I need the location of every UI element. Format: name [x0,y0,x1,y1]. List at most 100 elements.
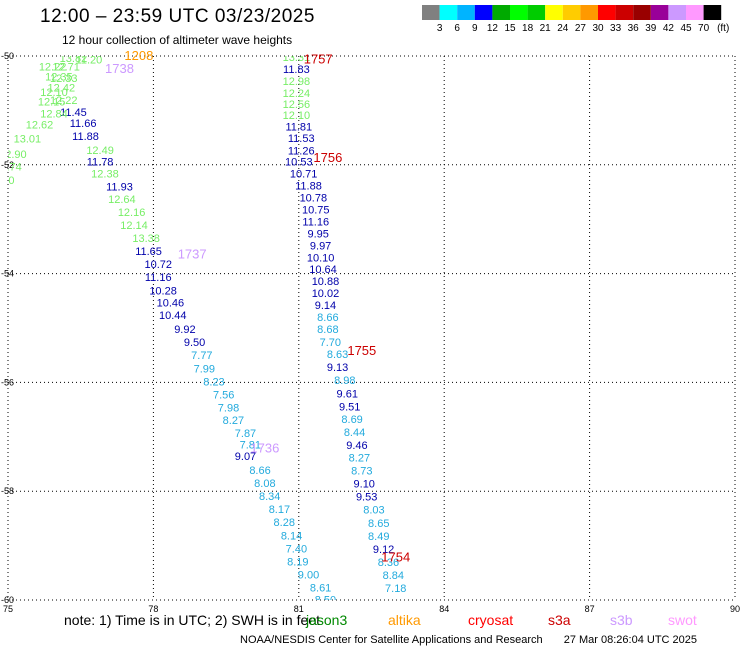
wave-height-value: 8.63 [327,349,348,361]
wave-height-value: 8.49 [368,531,389,543]
wave-height-value: 11.20 [76,54,103,66]
wave-height-value: 11.53 [288,133,315,145]
wave-height-value: 9.61 [337,388,358,400]
wave-height-value: 10.64 [309,264,337,276]
wave-height-value: 8.08 [254,478,275,490]
pass-time-label: 1736 [250,441,279,456]
wave-height-value: 13.01 [14,134,42,146]
footer-agency: NOAA/NESDIS Center for Satellite Applica… [240,634,543,646]
color-scale-label: 3 [437,23,443,34]
wave-height-value: 8.66 [249,465,270,477]
y-tick-label: -58 [1,486,14,496]
wave-height-value: 10.72 [144,259,172,271]
wave-height-value: 12.14 [120,220,148,232]
wave-height-value: 8.36 [378,557,399,569]
wave-height-value: 9.13 [327,362,348,374]
wave-height-value: 7.40 [286,543,307,555]
footer-note: note: 1) Time is in UTC; 2) SWH is in fe… [64,612,320,628]
y-tick-label: -60 [1,595,14,605]
color-swatch [580,5,598,20]
wave-height-value: 9.10 [354,479,375,491]
wave-height-value: 8.98 [334,375,355,387]
wave-height-value: 10.44 [159,310,187,322]
wave-height-value: 12.22 [39,61,67,73]
wave-height-value: 12.56 [283,99,311,111]
wave-height-value: 8.27 [349,452,370,464]
color-scale-label: 24 [557,23,569,34]
wave-height-value: 11.66 [70,118,97,130]
wave-height-value: 13.31 [283,52,311,64]
wave-height-value: 12.42 [48,83,76,95]
wave-height-value: 11.16 [145,272,172,284]
x-tick-label: 81 [294,604,304,614]
wave-height-value: 8.19 [287,556,308,568]
color-swatch [527,5,546,20]
wave-height-value: 12.10 [40,87,68,99]
color-scale-label: 45 [680,23,692,34]
pass-time-label: 1755 [347,343,376,358]
wave-height-value: 12.49 [86,145,114,157]
wave-height-value: 11.78 [87,157,114,169]
color-scale-bar: 3 6 9 12 15 18 21 24 27 30 33 36 39 42 45 70 (ft) [422,5,729,34]
wave-height-value: 8.17 [269,504,290,516]
wave-height-value: 12.38 [91,169,119,181]
color-swatch [703,5,722,20]
color-scale-label: 21 [540,23,552,34]
color-swatch [615,5,634,20]
legend-item-altika: altika [388,612,421,628]
color-swatch [422,5,440,20]
wave-height-value: 12.98 [283,76,311,88]
color-scale-label: 42 [663,23,675,34]
wave-height-value: 12.64 [108,194,136,206]
x-tick-label: 87 [585,604,595,614]
wave-height-value: 7.56 [213,389,234,401]
wave-height-value: 7.87 [235,428,256,440]
color-scale-label: 9 [472,23,478,34]
wave-height-value: 10.78 [300,192,328,204]
pass-time-label: 1757 [304,52,333,67]
color-scale-label: 39 [645,23,657,34]
color-scale-label: 6 [454,23,460,34]
wave-height-value: 10.88 [312,276,340,288]
wave-height-value: 8.66 [317,312,338,324]
color-scale-label: 70 [698,23,710,34]
color-swatch [474,5,493,20]
wave-height-value: 10.53 [285,157,313,169]
x-tick-label: 90 [730,604,740,614]
wave-height-value: 12.62 [26,120,54,132]
color-swatch [492,5,510,20]
legend-item-swot: swot [668,612,697,628]
chart-subtitle: 12 hour collection of altimeter wave hei… [62,33,293,47]
wave-height-value: 8.68 [317,324,338,336]
wave-height-value: 9.46 [346,440,367,452]
pass-time-label: 1737 [178,246,207,261]
wave-height-value: 8.14 [281,530,302,542]
pass-time-label: 1756 [313,150,342,165]
wave-height-value: 7.77 [191,350,212,362]
color-swatch [510,5,528,20]
y-tick-label: -52 [1,160,14,170]
x-tick-label: 78 [148,604,158,614]
wave-height-value: 7.99 [194,363,215,375]
wave-height-value: 8.23 [203,376,224,388]
x-tick-label: 75 [3,604,13,614]
wave-height-value: 7.18 [385,583,406,595]
wave-height-value: 8.34 [259,491,280,503]
wave-height-value: 9.14 [315,300,336,312]
footer-timestamp: 27 Mar 08:26:04 UTC 2025 [563,634,698,646]
wave-height-value: 10.10 [307,252,335,264]
color-swatch [562,5,581,20]
wave-height-value: 11.88 [295,180,322,192]
legend-item-s3a: s3a [548,612,571,628]
wave-height-value: 12.24 [283,88,311,100]
color-swatch [457,5,475,20]
pass-time-label: 1208 [124,48,153,63]
color-swatch [668,5,686,20]
wave-height-value: 8.03 [363,505,384,517]
wave-height-value: 7.81 [240,439,261,451]
wave-height-value: 9.51 [339,401,360,413]
wave-height-value: 12.71 [52,61,80,73]
footer-credits: NOAA/NESDIS Center for Satellite Applica… [240,634,697,646]
wave-height-value: 9.12 [373,544,394,556]
